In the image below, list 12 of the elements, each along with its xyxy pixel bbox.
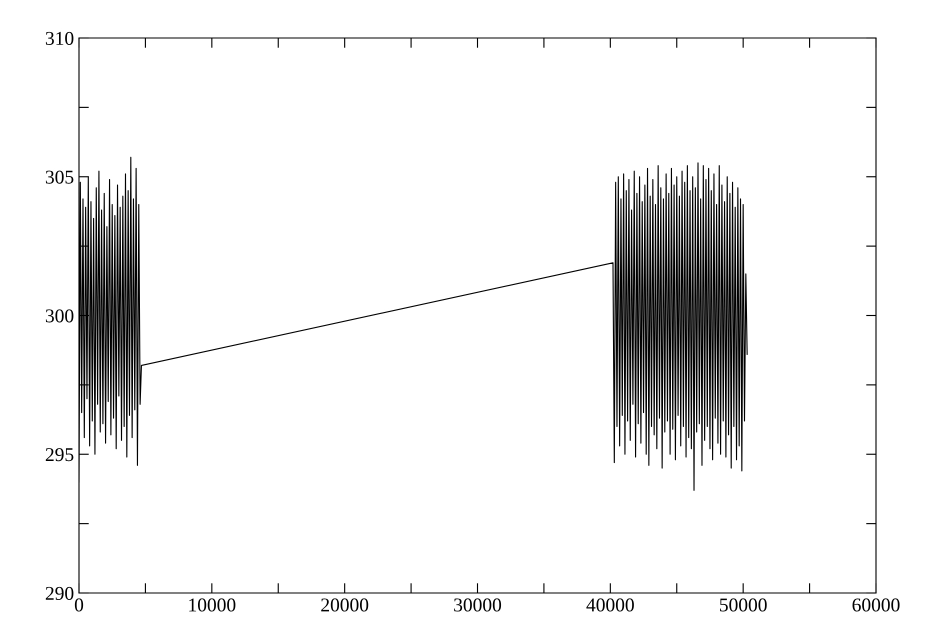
x-tick-label: 20000 bbox=[321, 598, 368, 612]
x-tick-label: 10000 bbox=[189, 598, 236, 612]
x-tick-label: 0 bbox=[74, 598, 84, 612]
x-tick-label: 60000 bbox=[852, 598, 900, 612]
x-tick-label: 40000 bbox=[586, 598, 634, 612]
x-tick-label: 30000 bbox=[454, 598, 502, 612]
x-tick-label: 50000 bbox=[720, 598, 767, 612]
y-tick-label: 290 bbox=[46, 586, 74, 600]
y-tick-label: 305 bbox=[46, 170, 74, 184]
y-tick-label: 295 bbox=[46, 448, 74, 462]
y-tick-label: 310 bbox=[46, 32, 74, 45]
y-tick-label: 300 bbox=[46, 309, 74, 322]
